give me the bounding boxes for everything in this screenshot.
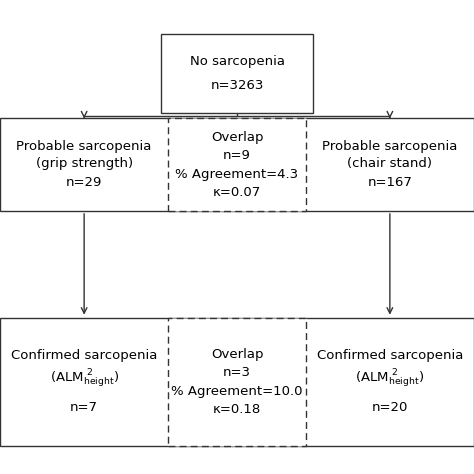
Text: n=7: n=7 — [70, 401, 98, 414]
Text: (chair stand): (chair stand) — [347, 157, 432, 170]
Text: n=3263: n=3263 — [210, 79, 264, 92]
Text: Probable sarcopenia: Probable sarcopenia — [17, 140, 152, 153]
Text: n=3: n=3 — [223, 365, 251, 379]
Text: Overlap: Overlap — [211, 131, 263, 144]
Text: Confirmed sarcopenia: Confirmed sarcopenia — [317, 349, 463, 362]
Text: (ALM$_{\rm height}^{\ 2}$): (ALM$_{\rm height}^{\ 2}$) — [356, 368, 424, 390]
Bar — [168, 118, 306, 211]
Text: Probable sarcopenia: Probable sarcopenia — [322, 140, 457, 153]
Text: n=29: n=29 — [66, 176, 102, 189]
Bar — [161, 35, 313, 113]
Text: n=9: n=9 — [223, 149, 251, 162]
Text: % Agreement=4.3: % Agreement=4.3 — [175, 168, 299, 181]
Text: (ALM$_{\rm height}^{\ 2}$): (ALM$_{\rm height}^{\ 2}$) — [50, 368, 118, 390]
Text: Overlap: Overlap — [211, 347, 263, 361]
Text: κ=0.07: κ=0.07 — [213, 186, 261, 199]
Bar — [0, 118, 474, 211]
Bar — [168, 318, 306, 446]
Text: κ=0.18: κ=0.18 — [213, 402, 261, 416]
Text: n=167: n=167 — [367, 176, 412, 189]
Text: n=20: n=20 — [372, 401, 408, 414]
Text: (grip strength): (grip strength) — [36, 157, 133, 170]
Text: % Agreement=10.0: % Agreement=10.0 — [171, 384, 303, 398]
Text: No sarcopenia: No sarcopenia — [190, 55, 284, 68]
Text: Confirmed sarcopenia: Confirmed sarcopenia — [11, 349, 157, 362]
Bar — [0, 318, 474, 446]
